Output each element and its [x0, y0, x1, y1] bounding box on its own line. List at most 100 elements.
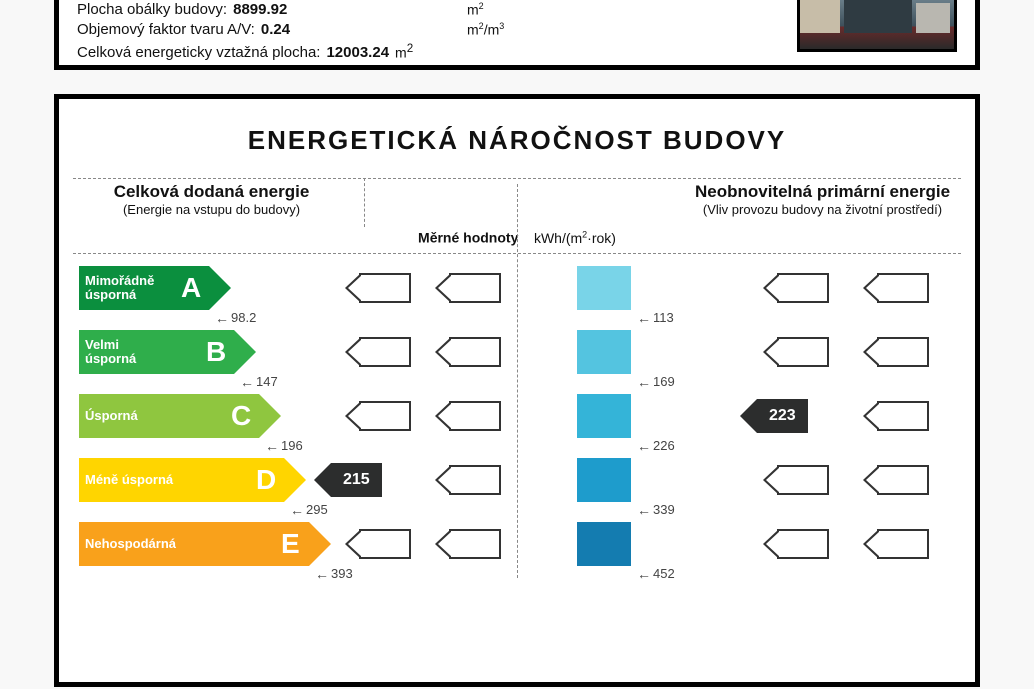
building-photo	[797, 0, 957, 52]
info-row-reference-area: Celková energeticky vztažná plocha: 1200…	[77, 41, 797, 64]
heading: Celková dodaná energie	[59, 182, 364, 202]
scale-row-0: ←113	[537, 266, 975, 322]
class-bar-C: Úsporná C	[79, 394, 259, 438]
class-row-B: VelmiúspornáB←147	[79, 330, 517, 386]
unit: m2	[467, 0, 484, 20]
threshold-value: ←295	[290, 502, 328, 518]
result-tag-primary: 223	[757, 399, 808, 433]
pointer-tag-empty	[777, 465, 829, 495]
arrow-left-icon: ←	[240, 374, 254, 390]
arrow-left-icon: ←	[637, 310, 651, 326]
charts-area: Mimořádněúsporná A ←98.2 Velmiúsporná B ←147 Ú…	[59, 252, 975, 578]
delivered-energy-chart: Mimořádněúsporná A ←98.2 Velmiúsporná B ←147 Ú…	[59, 266, 517, 578]
bar-arrow-tip	[309, 522, 331, 566]
class-bar-A: Mimořádněúsporná A	[79, 266, 209, 310]
result-tag-delivered: 215	[331, 463, 382, 497]
arrow-left-icon: ←	[637, 438, 651, 454]
class-label: Nehospodárná	[79, 537, 176, 551]
class-letter: D	[256, 464, 276, 496]
value: 12003.24	[326, 43, 389, 63]
threshold-value: ←147	[240, 374, 278, 390]
metric-label: Měrné hodnoty	[418, 230, 518, 246]
bar-arrow-tip	[284, 458, 306, 502]
top-info-panel: Plocha obálky budovy: 8899.92 m2 Objemov…	[54, 0, 980, 70]
arrow-left-icon: ←	[637, 374, 651, 390]
metric-unit: kWh/(m2·rok)	[534, 230, 616, 246]
scale-row-3: ←339	[537, 458, 975, 514]
unit: m2/m3	[467, 20, 504, 40]
value: 0.24	[261, 20, 290, 40]
class-row-A: MimořádněúspornáA←98.2	[79, 266, 517, 322]
class-letter: B	[206, 336, 226, 368]
pointer-tag-empty	[449, 337, 501, 367]
pointer-tag-empty	[359, 337, 411, 367]
threshold-value: ←452	[637, 566, 675, 582]
threshold-value: ←339	[637, 502, 675, 518]
scale-row-1: ←169	[537, 330, 975, 386]
arrow-left-icon: ←	[265, 438, 279, 454]
panel-title: ENERGETICKÁ NÁROČNOST BUDOVY	[59, 99, 975, 178]
pointer-tag-empty	[359, 273, 411, 303]
info-row-shape-factor: Objemový faktor tvaru A/V: 0.24 m2/m3	[77, 20, 797, 40]
class-bar-E: Nehospodárná E	[79, 522, 309, 566]
pointer-tag-empty	[877, 529, 929, 559]
threshold-value: ←196	[265, 438, 303, 454]
pointer-tag-empty	[877, 273, 929, 303]
class-row-E: NehospodárnáE←393	[79, 522, 517, 578]
threshold-value: ←393	[315, 566, 353, 582]
energy-panel: ENERGETICKÁ NÁROČNOST BUDOVY Celková dod…	[54, 94, 980, 687]
class-letter: A	[181, 272, 201, 304]
pointer-tag-empty	[877, 401, 929, 431]
scale-bar	[577, 522, 631, 566]
class-row-C: ÚspornáC←196	[79, 394, 517, 450]
arrow-left-icon: ←	[290, 502, 304, 518]
right-column-header: Neobnovitelná primární energie (Vliv pro…	[670, 182, 975, 217]
threshold-value: ←113	[637, 310, 674, 326]
scale-bar	[577, 394, 631, 438]
pointer-tag-empty	[877, 465, 929, 495]
arrow-left-icon: ←	[637, 502, 651, 518]
pointer-tag-empty	[777, 337, 829, 367]
top-info-text: Plocha obálky budovy: 8899.92 m2 Objemov…	[77, 0, 797, 63]
bar-arrow-tip	[234, 330, 256, 374]
label: Objemový faktor tvaru A/V:	[77, 20, 255, 40]
arrow-left-icon: ←	[637, 566, 651, 582]
primary-energy-chart: ←113 ←169 ←226 223 ←339 ←452	[517, 266, 975, 578]
subheading: (Energie na vstupu do budovy)	[59, 202, 364, 217]
class-label: Velmiúsporná	[79, 338, 136, 365]
label: Celková energeticky vztažná plocha:	[77, 43, 320, 63]
pointer-tag-empty	[449, 465, 501, 495]
class-bar-D: Méně úsporná D	[79, 458, 284, 502]
unit: m2	[395, 41, 413, 63]
bar-arrow-tip	[259, 394, 281, 438]
left-column-header: Celková dodaná energie (Energie na vstup…	[59, 182, 364, 217]
info-row-envelope-area: Plocha obálky budovy: 8899.92 m2	[77, 0, 797, 20]
value: 8899.92	[233, 0, 287, 20]
pointer-tag-empty	[359, 529, 411, 559]
pointer-tag-empty	[449, 273, 501, 303]
threshold-value: ←226	[637, 438, 675, 454]
class-label: Méně úsporná	[79, 473, 173, 487]
scale-row-4: ←452	[537, 522, 975, 578]
heading: Neobnovitelná primární energie	[670, 182, 975, 202]
pointer-tag-empty	[359, 401, 411, 431]
class-label: Úsporná	[79, 409, 138, 423]
pointer-tag-empty	[449, 401, 501, 431]
class-bar-B: Velmiúsporná B	[79, 330, 234, 374]
pointer-tag-empty	[877, 337, 929, 367]
scale-bar	[577, 458, 631, 502]
class-letter: E	[281, 528, 300, 560]
page: Plocha obálky budovy: 8899.92 m2 Objemov…	[0, 0, 1034, 687]
threshold-value: ←98.2	[215, 310, 256, 326]
pointer-tag-empty	[777, 273, 829, 303]
class-row-D: Méně úspornáD←295215	[79, 458, 517, 514]
class-letter: C	[231, 400, 251, 432]
label: Plocha obálky budovy:	[77, 0, 227, 20]
scale-bar	[577, 266, 631, 310]
arrow-left-icon: ←	[315, 566, 329, 582]
pointer-tag-empty	[777, 529, 829, 559]
threshold-value: ←169	[637, 374, 675, 390]
class-label: Mimořádněúsporná	[79, 274, 154, 301]
subheading: (Vliv provozu budovy na životní prostřed…	[670, 202, 975, 217]
scale-bar	[577, 330, 631, 374]
